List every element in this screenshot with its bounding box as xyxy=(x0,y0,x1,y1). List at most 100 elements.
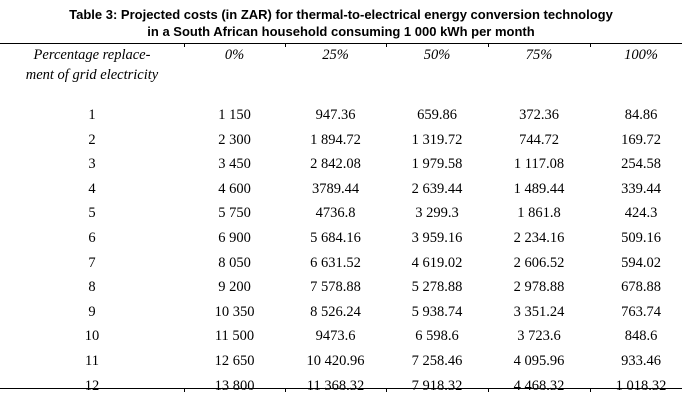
table-row: 11 12 650 10 420.96 7 258.46 4 095.96 933.46 xyxy=(0,349,682,374)
cost-0pct-cell: 12 650 xyxy=(214,352,255,369)
header-0pct: 0% xyxy=(224,47,245,63)
cost-50pct-cell: 1 319.72 xyxy=(411,131,463,148)
header-percentage-replacement: Percentage replace-ment of grid electric… xyxy=(0,45,184,103)
column-tick xyxy=(488,388,489,392)
cost-0pct-cell: 3 450 xyxy=(218,156,251,173)
column-tick xyxy=(386,43,387,47)
cost-75pct-cell: 1 861.8 xyxy=(517,205,561,222)
cost-0pct-cell: 13 800 xyxy=(214,377,255,394)
cost-100pct-cell: 678.88 xyxy=(621,279,661,296)
cost-50pct-cell: 2 639.44 xyxy=(411,180,463,197)
cost-25pct-cell: 10 420.96 xyxy=(306,352,365,369)
month-cell: 8 xyxy=(88,279,96,296)
table-row: 10 11 500 9473.6 6 598.6 3 723.6 848.6 xyxy=(0,324,682,349)
cost-50pct-cell: 5 278.88 xyxy=(411,279,463,296)
cost-75pct-cell: 372.36 xyxy=(519,107,559,123)
cost-50pct-cell: 5 938.74 xyxy=(411,303,463,320)
cost-75pct-cell: 3 723.6 xyxy=(517,328,561,345)
bottom-rule xyxy=(0,388,682,389)
cost-25pct-cell: 1 894.72 xyxy=(310,131,361,148)
header-line-1: Percentage replace- xyxy=(33,47,151,63)
cost-100pct-cell: 848.6 xyxy=(624,328,658,345)
table-row: 2 2 300 1 894.72 1 319.72 744.72 169.72 xyxy=(0,128,682,153)
table-row: 9 10 350 8 526.24 5 938.74 3 351.24 763.74 xyxy=(0,300,682,325)
cost-25pct-cell: 8 526.24 xyxy=(310,303,361,320)
cost-100pct-cell: 254.58 xyxy=(621,156,661,173)
header-50pct: 50% xyxy=(423,47,451,63)
cost-75pct-cell: 2 234.16 xyxy=(513,229,565,246)
month-cell: 4 xyxy=(88,180,96,197)
cost-100pct-cell: 1 018.32 xyxy=(615,377,667,394)
cost-100pct-cell: 509.16 xyxy=(621,229,661,246)
cost-50pct-cell: 6 598.6 xyxy=(415,328,459,345)
column-tick xyxy=(590,43,591,47)
cost-100pct-cell: 424.3 xyxy=(624,205,658,222)
cost-25pct-cell: 7 578.88 xyxy=(310,279,361,296)
cost-table: Percentage replace-ment of grid electric… xyxy=(0,45,682,398)
column-tick xyxy=(386,388,387,392)
cost-0pct-cell: 10 350 xyxy=(214,303,255,320)
cost-75pct-cell: 4 468.32 xyxy=(513,377,565,394)
header-row: Percentage replace-ment of grid electric… xyxy=(0,45,682,103)
cost-75pct-cell: 1 117.08 xyxy=(513,156,565,173)
month-cell: 6 xyxy=(88,229,96,246)
month-cell: 9 xyxy=(88,303,96,320)
month-cell: 7 xyxy=(88,254,96,271)
cost-50pct-cell: 7 258.46 xyxy=(411,352,463,369)
table-row: 7 8 050 6 631.52 4 619.02 2 606.52 594.02 xyxy=(0,251,682,276)
cost-25pct-cell: 9473.6 xyxy=(315,328,356,345)
column-tick xyxy=(488,43,489,47)
month-cell: 2 xyxy=(88,131,96,148)
table-row: 5 5 750 4736.8 3 299.3 1 861.8 424.3 xyxy=(0,201,682,226)
cost-100pct-cell: 933.46 xyxy=(621,352,661,369)
cost-75pct-cell: 744.72 xyxy=(519,131,559,148)
top-rule xyxy=(0,43,682,44)
month-cell: 5 xyxy=(88,205,96,222)
cost-25pct-cell: 6 631.52 xyxy=(310,254,361,271)
caption-line-2: in a South African household consuming 1… xyxy=(147,24,535,39)
header-line-2: ment of grid electricity xyxy=(25,67,159,83)
cost-100pct-cell: 594.02 xyxy=(621,254,661,271)
cost-100pct-cell: 763.74 xyxy=(621,303,661,320)
table-row: 3 3 450 2 842.08 1 979.58 1 117.08 254.58 xyxy=(0,152,682,177)
month-cell: 12 xyxy=(84,377,100,394)
header-100pct: 100% xyxy=(624,47,658,63)
cost-75pct-cell: 2 978.88 xyxy=(513,279,565,296)
column-tick xyxy=(184,43,185,47)
cost-0pct-cell: 1 150 xyxy=(218,107,251,123)
cost-50pct-cell: 3 299.3 xyxy=(415,205,459,222)
column-tick xyxy=(184,388,185,392)
month-cell: 10 xyxy=(84,328,100,345)
cost-75pct-cell: 3 351.24 xyxy=(513,303,565,320)
cost-0pct-cell: 4 600 xyxy=(218,180,251,197)
cost-0pct-cell: 2 300 xyxy=(218,131,251,148)
table-row: 12 13 800 11 368.32 7 918.32 4 468.32 1 018.3… xyxy=(0,374,682,399)
cost-25pct-cell: 5 684.16 xyxy=(310,229,361,246)
cost-0pct-cell: 11 500 xyxy=(214,328,255,345)
month-cell: 11 xyxy=(85,352,99,369)
cost-50pct-cell: 7 918.32 xyxy=(411,377,463,394)
cost-0pct-cell: 6 900 xyxy=(218,229,251,246)
table-caption: Table 3: Projected costs (in ZAR) for th… xyxy=(0,6,682,40)
cost-25pct-cell: 947.36 xyxy=(315,107,356,123)
cost-50pct-cell: 1 979.58 xyxy=(411,156,463,173)
month-cell: 3 xyxy=(88,156,96,173)
column-tick xyxy=(285,43,286,47)
column-tick xyxy=(590,388,591,392)
cost-25pct-cell: 11 368.32 xyxy=(306,377,365,394)
cost-25pct-cell: 2 842.08 xyxy=(310,156,361,173)
cost-50pct-cell: 3 959.16 xyxy=(411,229,463,246)
month-cell: 1 xyxy=(88,107,96,123)
cost-50pct-cell: 4 619.02 xyxy=(411,254,463,271)
cost-25pct-cell: 4736.8 xyxy=(315,205,356,222)
column-tick xyxy=(285,388,286,392)
table-row: 4 4 600 3789.44 2 639.44 1 489.44 339.44 xyxy=(0,177,682,202)
cost-0pct-cell: 5 750 xyxy=(218,205,251,222)
cost-0pct-cell: 9 200 xyxy=(218,279,251,296)
table-row: 1 1 150 947.36 659.86 372.36 84.86 xyxy=(0,103,682,128)
cost-100pct-cell: 339.44 xyxy=(621,180,661,197)
cost-25pct-cell: 3789.44 xyxy=(311,180,360,197)
header-25pct: 25% xyxy=(322,47,349,63)
cost-75pct-cell: 2 606.52 xyxy=(513,254,565,271)
cost-50pct-cell: 659.86 xyxy=(417,107,457,123)
